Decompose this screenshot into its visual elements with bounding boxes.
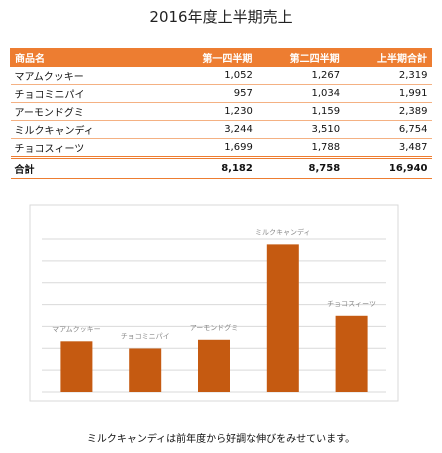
table-cell: 1,159 [256,102,345,121]
table-cell: 1,267 [256,66,345,85]
table-cell: ミルクキャンディ [10,120,170,139]
header-cell: 商品名 [10,48,170,67]
bar-label: ミルクキャンディ [255,227,311,236]
total-cell: 合計 [10,156,170,179]
bar [266,244,299,392]
table-row: マアムクッキー 1,052 1,267 2,319 [10,66,432,85]
bar-label: アーモンドグミ [190,323,239,332]
bar [198,339,230,392]
bar-label: チョコスィーツ [327,300,376,308]
header-row: 商品名 第一四半期 第二四半期 上半期合計 [10,48,433,67]
title: 2016年度上半期売上 [149,8,293,26]
table-cell: チョコミニパイ [10,84,170,103]
table-cell: アーモンドグミ [10,102,170,121]
bar [60,341,93,392]
table-cell: 3,244 [169,120,257,139]
sales-table: 商品名 第一四半期 第二四半期 上半期合計 マアムクッキー 1,052 1,267 2,31… [10,48,433,179]
header-cell: 第一四半期 [168,48,258,67]
header-cell: 上半期合計 [343,48,433,67]
table-row: ミルクキャンディ 3,244 3,510 6,754 [10,120,432,139]
table-row: チョコミニパイ 957 1,034 1,991 [10,84,432,103]
bar [129,348,162,392]
table-cell: マアムクッキー [10,66,170,85]
bar-label: チョコミニパイ [121,332,170,340]
table-cell: 2,389 [344,102,432,121]
total-cell: 8,758 [256,156,345,179]
total-cell: 8,182 [169,156,257,179]
bar-label: マアムクッキー [52,325,101,333]
table-cell: 1,034 [256,84,345,103]
table-row: アーモンドグミ 1,230 1,159 2,389 [10,102,432,121]
total-row: 合計 8,182 8,758 16,940 [10,156,432,179]
table-cell: 1,991 [344,84,432,103]
table-cell: 957 [169,84,257,103]
total-cell: 16,940 [344,156,432,179]
table-cell: 2,319 [344,66,432,85]
table-cell: 1,230 [169,102,257,121]
table-cell: 1,052 [169,66,257,85]
table-cell: 6,754 [344,120,432,139]
bar [335,315,368,392]
table-row: チョコスィーツ 1,699 1,788 3,487 [10,138,432,158]
table-cell: 3,510 [256,120,345,139]
note: ミルクキャンディは前年度から好調な伸びをみせています。 [86,434,356,445]
